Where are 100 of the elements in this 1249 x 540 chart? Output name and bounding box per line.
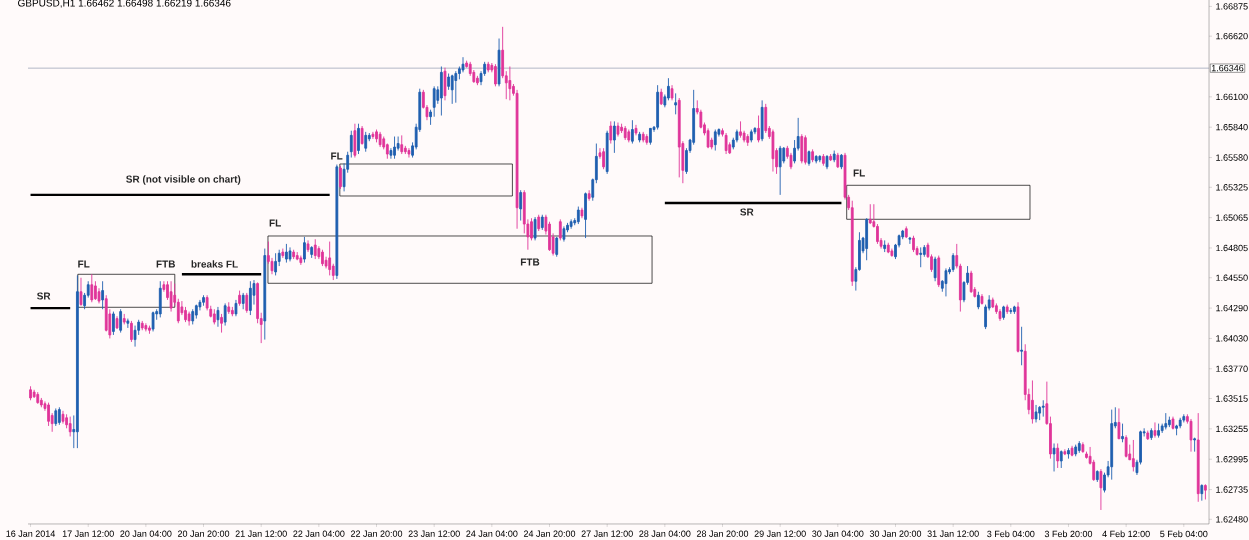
candlestick: [1193, 437, 1196, 453]
y-tick-label: 1.62480: [1216, 516, 1248, 523]
candlestick: [360, 125, 364, 146]
candlestick: [238, 290, 241, 307]
candlestick: [649, 127, 652, 146]
candlestick: [194, 304, 198, 320]
y-tick-label: 1.64550: [1216, 274, 1248, 281]
candlestick: [393, 136, 396, 160]
candlestick: [212, 308, 216, 325]
candlestick: [612, 120, 616, 154]
candlestick: [1121, 423, 1124, 443]
candlestick: [576, 206, 580, 225]
candlestick: [1117, 408, 1121, 440]
candlestick: [191, 308, 195, 325]
y-tick-label: 1.66875: [1216, 3, 1248, 10]
candlestick: [400, 134, 404, 155]
candlestick: [101, 280, 104, 310]
candlestick: [29, 385, 32, 401]
candlestick: [292, 249, 296, 260]
candlestick: [569, 218, 573, 230]
candlestick: [497, 38, 501, 87]
candlestick: [1052, 443, 1056, 472]
candlestick: [1063, 448, 1067, 456]
candlestick: [295, 251, 299, 261]
candlestick: [248, 280, 252, 316]
candlestick: [54, 408, 58, 427]
annotation: FL: [78, 260, 90, 268]
candlestick: [306, 239, 310, 253]
candlestick: [57, 406, 61, 426]
candlestick: [555, 236, 559, 258]
candlestick: [313, 238, 317, 260]
candlestick: [216, 306, 220, 328]
candlestick: [1067, 447, 1070, 460]
candlestick: [148, 325, 151, 335]
candlestick: [778, 145, 782, 196]
candlestick: [486, 61, 490, 73]
candlestick: [537, 214, 541, 232]
candlestick: [144, 322, 148, 332]
candlestick: [1189, 418, 1193, 453]
candlestick: [339, 165, 342, 190]
x-tick-label: 3 Feb 04:00: [987, 530, 1035, 538]
candlestick: [1196, 412, 1200, 503]
candlestick: [519, 189, 523, 222]
candlestick: [944, 267, 948, 297]
candlestick: [969, 270, 973, 294]
candlestick: [1020, 326, 1024, 366]
candlestick: [912, 235, 915, 253]
candlestick: [951, 252, 955, 273]
x-tick-label: 23 Jan 12:00: [408, 530, 460, 537]
candlestick: [645, 133, 649, 146]
x-tick-label: 29 Jan 12:00: [754, 530, 806, 537]
candlestick: [739, 120, 742, 139]
candlestick: [865, 217, 869, 261]
candlestick: [440, 66, 443, 116]
candlestick: [68, 416, 72, 437]
x-tick-label: 31 Jan 12:00: [927, 530, 979, 537]
candlestick: [169, 280, 173, 313]
candlestick: [807, 150, 811, 167]
candlestick: [36, 391, 40, 405]
candlestick: [245, 292, 249, 314]
x-tick-label: 24 Jan 20:00: [523, 530, 576, 537]
y-tick-label: 1.63255: [1216, 425, 1248, 433]
y-tick-label: 1.63770: [1216, 365, 1248, 372]
candlestick: [749, 129, 753, 143]
candlestick: [1085, 451, 1088, 460]
y-tick-label: 1.66620: [1216, 32, 1248, 40]
x-tick-label: 20 Jan 20:00: [177, 530, 230, 537]
candlestick: [1005, 304, 1009, 315]
candlestick: [357, 123, 360, 155]
candlestick: [1031, 379, 1034, 425]
candlestick: [1077, 440, 1081, 454]
candlestick: [1059, 450, 1063, 469]
candlestick: [263, 248, 267, 341]
candlestick: [1146, 430, 1150, 441]
x-tick-label: 22 Jan 04:00: [293, 530, 345, 537]
candlestick: [840, 153, 843, 170]
candlestick: [1002, 305, 1005, 321]
candlestick: [868, 203, 872, 225]
x-tick-label: 17 Jan 12:00: [62, 530, 114, 537]
candlestick: [76, 274, 79, 449]
x-tick-label: 16 Jan 2014: [6, 530, 56, 537]
candlestick: [627, 129, 631, 143]
candlestick: [450, 74, 454, 105]
y-tick-label: 1.64030: [1216, 335, 1248, 342]
candlestick: [1131, 439, 1135, 472]
candlestick: [580, 207, 584, 219]
candlestick: [746, 133, 750, 147]
candlestick: [533, 216, 537, 241]
candlestick: [674, 92, 678, 115]
candlestick: [641, 131, 645, 143]
candlestick: [1204, 483, 1207, 500]
x-tick-label: 30 Jan 20:00: [869, 530, 922, 537]
annotation: SR: [740, 208, 754, 216]
candlestick: [540, 214, 544, 231]
candlestick: [937, 255, 941, 288]
candlestick: [713, 129, 717, 151]
candlestick: [1157, 423, 1160, 439]
candlestick: [1013, 305, 1016, 315]
candlestick: [202, 294, 205, 307]
candlestick: [814, 154, 818, 164]
